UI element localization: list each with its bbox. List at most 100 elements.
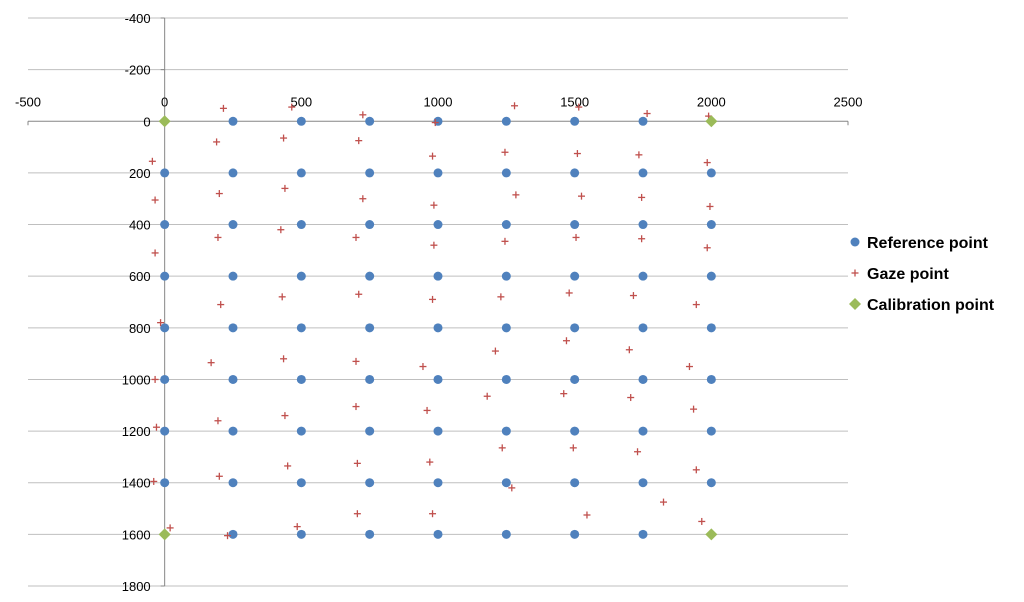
reference-point	[638, 478, 648, 488]
reference-point	[160, 220, 170, 230]
gaze-point	[572, 233, 580, 241]
gaze-point	[573, 150, 581, 158]
y-tick-label: 1000	[122, 372, 151, 387]
gaze-point	[214, 233, 222, 241]
gaze-point	[638, 193, 646, 201]
gaze-point	[643, 110, 651, 118]
x-tick-label: 500	[290, 94, 312, 109]
gaze-point	[419, 363, 427, 371]
gaze-point	[217, 301, 225, 309]
gaze-point	[152, 423, 160, 431]
gaze-point	[352, 233, 360, 241]
calibration-point	[158, 115, 171, 128]
gaze-point	[423, 406, 431, 414]
gaze-point	[575, 103, 583, 111]
gaze-point	[151, 196, 159, 204]
reference-point	[433, 271, 443, 281]
reference-point	[570, 116, 580, 126]
reference-point	[706, 323, 716, 333]
gaze-point	[429, 152, 437, 160]
gaze-point	[293, 523, 301, 531]
gaze-point	[583, 511, 591, 519]
reference-point	[638, 271, 648, 281]
gaze-point	[214, 417, 222, 425]
reference-point	[638, 529, 648, 539]
x-tick-label: 1000	[424, 94, 453, 109]
data-points	[148, 102, 718, 541]
reference-point	[228, 116, 238, 126]
reference-point	[365, 116, 375, 126]
reference-point	[228, 168, 238, 178]
gaze-point	[430, 241, 438, 249]
gaze-point	[706, 202, 714, 210]
reference-point	[433, 323, 443, 333]
gaze-point	[501, 237, 509, 245]
gaze-point	[352, 403, 360, 411]
reference-point	[365, 271, 375, 281]
gaze-point	[277, 226, 285, 234]
y-tick-label: 200	[129, 166, 151, 181]
reference-point	[296, 220, 306, 230]
reference-point	[501, 374, 511, 384]
gaze-point	[359, 195, 367, 203]
reference-point	[638, 168, 648, 178]
reference-point	[570, 374, 580, 384]
gaze-point	[634, 448, 642, 456]
reference-point	[638, 426, 648, 436]
reference-point	[433, 220, 443, 230]
legend-gaze-point-marker	[851, 269, 859, 277]
reference-point	[228, 478, 238, 488]
gaze-point	[565, 289, 573, 297]
gaze-point	[627, 394, 635, 402]
x-tick-label: -500	[15, 94, 41, 109]
gaze-point	[429, 510, 437, 518]
x-tick-label: 2000	[697, 94, 726, 109]
reference-point	[296, 323, 306, 333]
gaze-point	[569, 444, 577, 452]
gaze-point	[148, 157, 156, 165]
gaze-point	[355, 137, 363, 145]
legend-label: Calibration point	[867, 297, 995, 314]
reference-point	[228, 220, 238, 230]
gaze-point	[629, 292, 637, 300]
y-tick-label: -400	[125, 11, 151, 26]
reference-point	[570, 271, 580, 281]
gaze-point	[690, 405, 698, 413]
reference-point	[570, 478, 580, 488]
y-tick-label: -200	[125, 63, 151, 78]
gaze-point	[635, 151, 643, 159]
gaze-point	[215, 472, 223, 480]
gaze-point	[660, 498, 667, 506]
reference-point	[296, 374, 306, 384]
gaze-point	[560, 390, 568, 398]
reference-point	[638, 116, 648, 126]
reference-point	[296, 116, 306, 126]
gaze-point	[483, 392, 491, 400]
reference-point	[706, 168, 716, 178]
reference-point	[706, 426, 716, 436]
gaze-point	[281, 412, 289, 420]
gaze-point	[353, 459, 361, 467]
reference-point	[228, 426, 238, 436]
y-tick-label: 800	[129, 321, 151, 336]
reference-point	[160, 168, 170, 178]
legend: Reference point Gaze point Calibration poi…	[849, 235, 995, 314]
gaze-point	[352, 357, 360, 365]
gaze-point	[508, 484, 516, 492]
reference-point	[296, 529, 306, 539]
reference-point	[706, 220, 716, 230]
y-tick-label: 1600	[122, 527, 151, 542]
reference-point	[638, 374, 648, 384]
gaze-point	[278, 293, 286, 301]
calibration-point	[158, 528, 171, 541]
legend-reference-point-marker	[850, 237, 860, 247]
gaze-point	[578, 192, 585, 200]
reference-point	[365, 220, 375, 230]
gaze-point	[355, 290, 363, 298]
gaze-point	[151, 375, 159, 383]
gaze-point	[281, 184, 289, 192]
x-tick-label: 0	[161, 94, 168, 109]
y-tick-label: 1400	[122, 476, 151, 491]
reference-point	[296, 426, 306, 436]
reference-point	[638, 220, 648, 230]
